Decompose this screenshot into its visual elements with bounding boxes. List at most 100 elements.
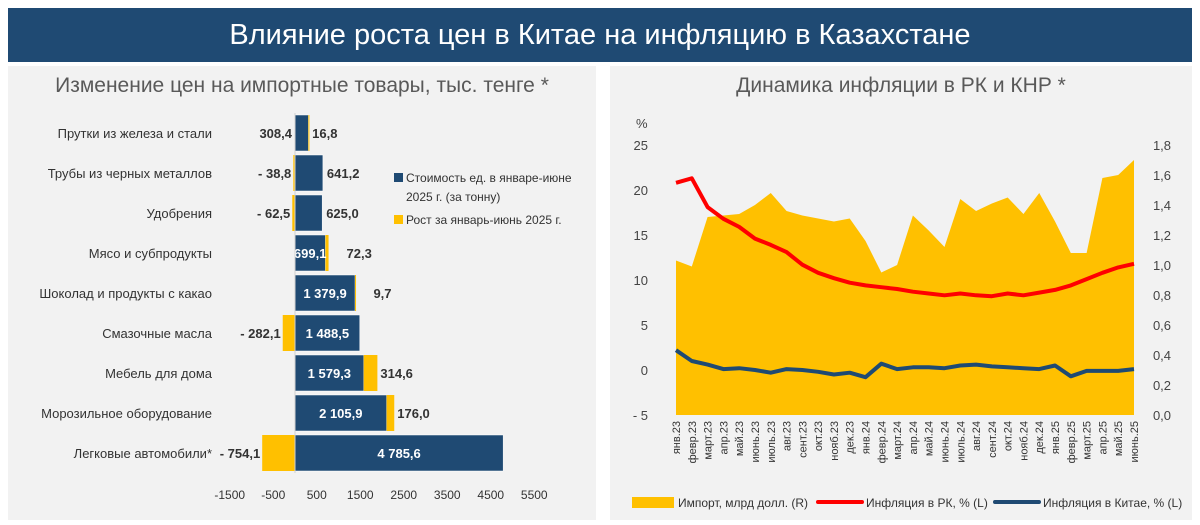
growth-label: - 62,5	[257, 206, 290, 221]
x-tick-label: 500	[307, 488, 327, 502]
x-tick-label: апр.23	[718, 421, 730, 454]
x-tick-label: дек.24	[1034, 421, 1046, 454]
line-chart: % - 5 0 5 10 15 20 25 0,0 0,2 0,4 0,6 0,8 1,0 1,2 1,4 1,…	[632, 116, 1182, 510]
bar-growth	[308, 115, 310, 151]
category-label: Мебель для дома	[105, 366, 213, 381]
x-tick-label: февр.24	[876, 421, 888, 463]
growth-label: 176,0	[397, 406, 430, 421]
bar-growth	[282, 315, 295, 351]
bar-growth	[363, 355, 378, 391]
x-tick-label: окт.24	[1003, 421, 1015, 451]
x-tick-label: авг.24	[971, 421, 983, 451]
x-tick-label: авг.23	[782, 421, 794, 451]
category-label: Шоколад и продукты с какао	[39, 286, 212, 301]
bar-growth	[293, 155, 295, 191]
bar-cost	[294, 234, 326, 272]
bar-cost	[294, 114, 309, 152]
x-tick-label: февр.23	[687, 421, 699, 463]
x-tick-label: июнь.25	[1129, 421, 1141, 463]
bar-cost	[294, 274, 356, 312]
growth-label: 314,6	[380, 366, 413, 381]
category-label: Мясо и субпродукты	[89, 246, 212, 261]
growth-label: - 38,8	[258, 166, 291, 181]
x-tick-label: дек.23	[845, 421, 857, 454]
x-tick-label: нояб.23	[829, 421, 841, 461]
line-chart-title: Динамика инфляции в РК и КНР *	[736, 74, 1066, 97]
bar-growth	[262, 435, 295, 471]
x-tick-label: март.25	[1082, 421, 1094, 460]
right-panel: Динамика инфляции в РК и КНР * % - 5 0 5 10 1…	[610, 66, 1192, 520]
x-tick-label: июль.23	[766, 421, 778, 463]
growth-label: 72,3	[347, 246, 372, 261]
legend-swatch-import	[632, 497, 674, 508]
cost-label: 308,4	[259, 126, 292, 141]
left-y-tick-label: 15	[634, 228, 648, 243]
x-tick-label: май.24	[924, 421, 936, 456]
x-tick-label: июль.24	[955, 421, 967, 463]
cost-label: 625,0	[326, 206, 359, 221]
cost-label: 699,1	[294, 246, 327, 261]
x-tick-label: март.23	[703, 421, 715, 460]
legend-swatch-cost	[394, 173, 403, 182]
category-label: Легковые автомобили*	[74, 446, 212, 461]
cost-label: 641,2	[327, 166, 360, 181]
category-label: Трубы из черных металлов	[48, 166, 212, 181]
x-tick-label: май.25	[1113, 421, 1125, 456]
cost-label: 1 488,5	[306, 326, 349, 341]
category-label: Морозильное оборудование	[41, 406, 212, 421]
x-tick-label: февр.25	[1066, 421, 1078, 463]
x-tick-label: май.23	[734, 421, 746, 456]
bar-growth	[355, 275, 357, 311]
right-y-tick-label: 1,8	[1153, 138, 1171, 153]
legend-label-kz: Инфляция в РК, % (L)	[866, 496, 988, 510]
left-y-tick-label: 0	[641, 363, 648, 378]
right-y-tick-label: 0,4	[1153, 348, 1171, 363]
cost-label: 1 379,9	[303, 286, 346, 301]
left-y-tick-label: 25	[634, 138, 648, 153]
x-tick-label: сент.23	[797, 421, 809, 458]
x-tick-label: янв.24	[861, 421, 873, 454]
right-y-tick-label: 0,2	[1153, 378, 1171, 393]
x-tick-label: март.24	[892, 421, 904, 460]
category-label: Смазочные масла	[102, 326, 213, 341]
legend-label-import: Импорт, млрд долл. (R)	[678, 496, 808, 510]
bar-cost	[294, 434, 504, 472]
x-tick-label: июнь.23	[750, 421, 762, 463]
right-y-tick-label: 0,6	[1153, 318, 1171, 333]
x-tick-label: июнь.24	[939, 421, 951, 463]
x-tick-label: -500	[261, 488, 285, 502]
right-y-tick-label: 0,0	[1153, 408, 1171, 423]
x-tick-label: янв.25	[1050, 421, 1062, 454]
bar-cost	[294, 154, 324, 192]
growth-label: - 282,1	[240, 326, 280, 341]
cost-label: 4 785,6	[377, 446, 420, 461]
bar-chart-title: Изменение цен на импортные товары, тыс. …	[55, 74, 549, 97]
left-y-tick-label: 5	[641, 318, 648, 333]
x-tick-label: апр.24	[908, 421, 920, 454]
right-y-tick-label: 1,0	[1153, 258, 1171, 273]
bar-growth	[386, 395, 395, 431]
x-tick-label: 2500	[390, 488, 417, 502]
china-inflation-line	[674, 348, 1135, 380]
left-y-tick-label: 10	[634, 273, 648, 288]
import-area	[676, 160, 1134, 415]
right-y-tick-label: 1,4	[1153, 198, 1171, 213]
legend-label-growth: Рост за январь-июнь 2025 г.	[406, 213, 562, 227]
x-tick-label: 3500	[434, 488, 461, 502]
right-y-tick-label: 1,6	[1153, 168, 1171, 183]
x-tick-label: -1500	[214, 488, 245, 502]
right-y-tick-label: 1,2	[1153, 228, 1171, 243]
x-tick-label: 4500	[477, 488, 504, 502]
category-label: Прутки из железа и стали	[58, 126, 212, 141]
kz-inflation-line	[675, 176, 1135, 299]
bar-chart: Прутки из железа и стали 308,4 16,8 Трубы и…	[39, 113, 572, 502]
bar-growth	[325, 235, 329, 271]
category-label: Удобрения	[147, 206, 212, 221]
x-tick-label: янв.23	[671, 421, 683, 454]
x-tick-label: окт.23	[813, 421, 825, 451]
growth-label: - 754,1	[220, 446, 260, 461]
cost-label: 2 105,9	[319, 406, 362, 421]
page-header: Влияние роста цен в Китае на инфляцию в …	[8, 8, 1192, 62]
left-panel: Изменение цен на импортные товары, тыс. …	[8, 66, 596, 520]
bar-growth	[292, 195, 295, 231]
